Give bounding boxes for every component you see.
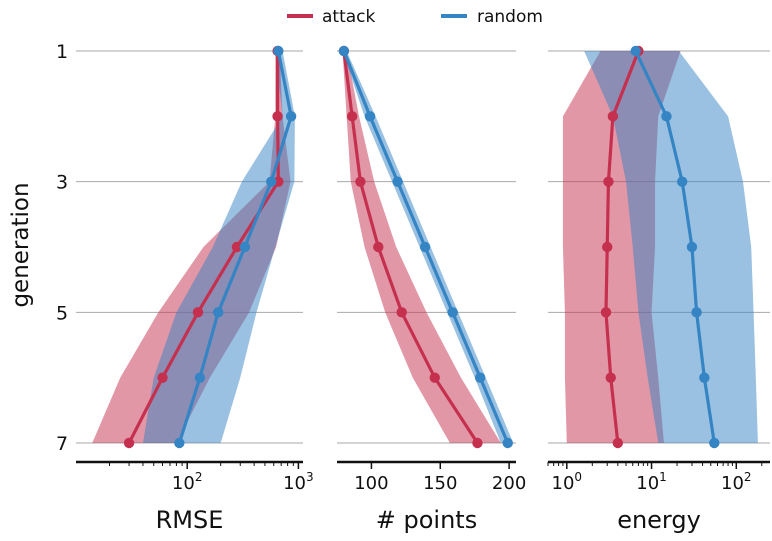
point-attack-gen-3 <box>603 176 614 187</box>
point-random-gen-7 <box>709 437 720 449</box>
point-attack-gen-4 <box>231 241 243 253</box>
x-tick-exponent: 1 <box>659 470 667 484</box>
point-attack-gen-5 <box>396 307 407 318</box>
point-attack-gen-4 <box>602 241 613 253</box>
point-random-gen-4 <box>419 241 431 253</box>
point-attack-gen-5 <box>192 307 204 318</box>
x-axis-label-points: # points <box>376 506 477 534</box>
y-tick-label: 3 <box>56 172 68 194</box>
panel-rmse: 102 103 RMSE <box>76 45 314 534</box>
x-tick-label: 103 <box>283 470 314 494</box>
point-attack-gen-6 <box>157 372 168 383</box>
point-random-gen-5 <box>691 307 702 318</box>
point-random-gen-6 <box>699 372 710 383</box>
point-random-gen-3 <box>266 176 277 187</box>
x-tick-label: 100 <box>354 473 388 494</box>
point-random-gen-2 <box>364 111 376 122</box>
point-random-gen-2 <box>661 111 672 122</box>
y-tick-labels: 1 3 5 7 <box>56 41 68 455</box>
point-random-gen-1 <box>630 45 641 57</box>
point-random-gen-6 <box>194 372 206 383</box>
point-random-gen-1 <box>338 45 350 57</box>
panel-points: 100 150 200 # points <box>337 45 526 534</box>
y-tick-label: 5 <box>56 302 68 324</box>
point-attack-gen-6 <box>429 372 440 383</box>
point-random-gen-1 <box>273 45 284 57</box>
point-random-gen-4 <box>686 241 698 253</box>
y-axis-label: generation <box>8 182 34 307</box>
point-attack-gen-2 <box>272 111 283 122</box>
point-attack-gen-7 <box>472 437 483 449</box>
x-tick-label: 102 <box>172 470 203 494</box>
y-tick-label: 7 <box>56 433 68 455</box>
point-random-gen-7 <box>174 437 185 449</box>
x-tick-label: 100 <box>552 470 583 494</box>
x-tick-label: 200 <box>492 473 526 494</box>
point-random-gen-5 <box>447 307 458 318</box>
legend-label-attack: attack <box>322 7 376 27</box>
point-random-gen-5 <box>212 307 224 318</box>
band-random <box>584 51 758 443</box>
x-tick-exponent: 2 <box>195 470 203 484</box>
point-attack-gen-7 <box>612 437 624 449</box>
point-attack-gen-2 <box>346 111 358 122</box>
x-tick-label: 150 <box>423 473 457 494</box>
point-random-gen-7 <box>502 437 513 449</box>
point-attack-gen-4 <box>373 241 384 253</box>
x-axis-label-rmse: RMSE <box>156 506 224 534</box>
point-attack-gen-5 <box>600 307 612 318</box>
point-random-gen-6 <box>475 372 486 383</box>
x-tick-label: 101 <box>636 470 667 494</box>
x-tick-label: 102 <box>721 470 752 494</box>
legend-label-random: random <box>477 7 543 27</box>
legend: attack random <box>287 7 543 27</box>
point-random-gen-4 <box>239 241 251 253</box>
y-tick-label: 1 <box>56 41 68 63</box>
point-attack-gen-2 <box>607 111 619 122</box>
point-attack-gen-7 <box>123 437 135 449</box>
point-random-gen-3 <box>392 176 403 187</box>
x-tick-exponent: 2 <box>744 470 752 484</box>
x-axis-label-energy: energy <box>617 506 701 534</box>
x-tick-exponent: 0 <box>574 470 582 484</box>
band-random <box>142 51 295 443</box>
point-random-gen-2 <box>285 111 297 122</box>
x-tick-exponent: 3 <box>306 470 314 484</box>
point-attack-gen-3 <box>355 176 366 187</box>
point-attack-gen-6 <box>605 372 616 383</box>
point-random-gen-3 <box>676 176 688 187</box>
band-attack <box>92 51 291 443</box>
